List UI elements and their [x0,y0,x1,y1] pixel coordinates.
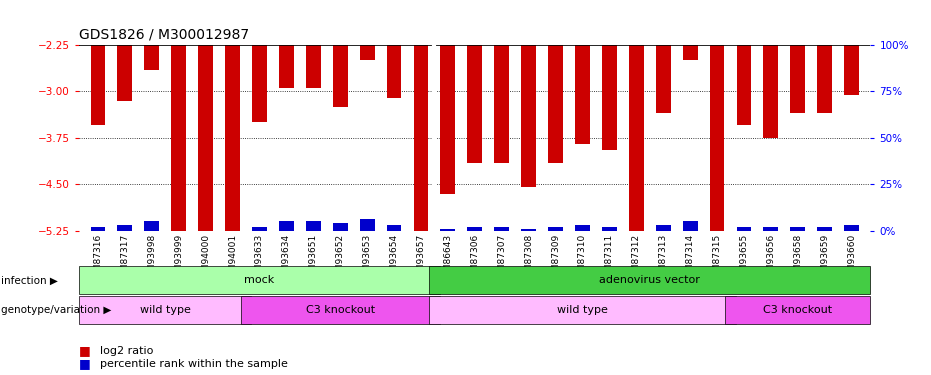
Bar [279,45,294,88]
Bar [144,221,159,231]
Bar [386,225,401,231]
Text: infection ▶: infection ▶ [1,275,58,285]
Text: wild type: wild type [140,305,191,315]
Bar [225,45,240,231]
Bar [440,45,455,194]
Bar [844,45,859,94]
Bar [332,223,347,231]
Bar [655,225,670,231]
Bar [90,227,105,231]
Bar [252,45,267,122]
Bar [548,227,563,231]
Bar [521,229,536,231]
Text: genotype/variation ▶: genotype/variation ▶ [1,305,112,315]
Bar [602,45,617,150]
Text: ■: ■ [79,357,91,370]
Bar [790,45,805,113]
Text: C3 knockout: C3 knockout [305,305,375,315]
Bar [575,225,590,231]
Bar [117,45,132,101]
Bar [359,45,374,60]
Bar [494,227,509,231]
Bar [763,45,778,138]
Bar [306,221,320,231]
Bar [736,227,751,231]
Bar [575,45,590,144]
Bar [709,45,724,231]
Bar [467,227,482,231]
Bar [790,227,805,231]
Bar [306,45,320,88]
Bar [386,45,401,98]
Bar [682,45,697,60]
Bar [279,221,294,231]
Bar [359,219,374,231]
Text: adenovirus vector: adenovirus vector [600,275,700,285]
Bar [144,45,159,70]
Text: mock: mock [244,275,275,285]
Text: wild type: wild type [557,305,608,315]
Bar [413,45,428,231]
Bar [817,45,832,113]
Bar [763,227,778,231]
Bar [521,45,536,188]
Bar [467,45,482,163]
Bar [629,45,643,231]
Text: GDS1826 / M300012987: GDS1826 / M300012987 [79,27,250,41]
Bar [682,221,697,231]
Bar [655,45,670,113]
Bar [494,45,509,163]
Bar [332,45,347,107]
Text: log2 ratio: log2 ratio [100,346,153,355]
Text: ■: ■ [79,344,91,357]
Bar [252,227,267,231]
Bar [117,225,132,231]
Text: percentile rank within the sample: percentile rank within the sample [100,359,288,369]
Bar [602,227,617,231]
Bar [817,227,832,231]
Text: C3 knockout: C3 knockout [763,305,832,315]
Bar [548,45,563,163]
Bar [844,225,859,231]
Bar [736,45,751,125]
Bar [440,229,455,231]
Bar [198,45,213,231]
Bar [90,45,105,125]
Bar [171,45,186,231]
